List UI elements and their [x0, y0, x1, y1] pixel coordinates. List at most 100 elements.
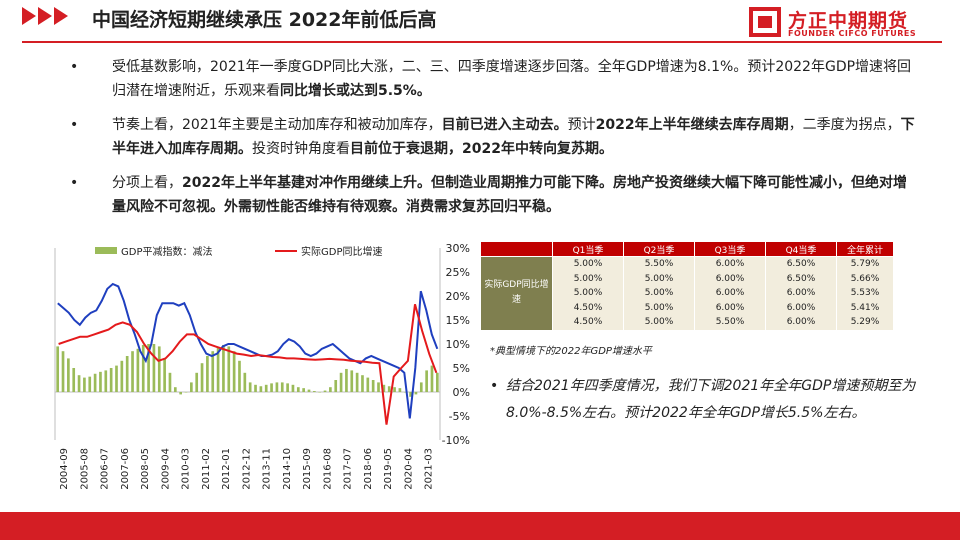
- gdp-scenario-table: Q1当季 Q2当季 Q3当季 Q4当季 全年累计 实际GDP同比增速 5.00% 5.00% 5…: [480, 241, 894, 331]
- x-tick-label: 2009-04: [160, 448, 171, 490]
- bullet-item: • 分项上看，2022年上半年基建对冲作用继续上升。但制造业周期推力可能下降。房地…: [70, 171, 920, 219]
- bar: [211, 351, 215, 392]
- logo-mark-icon: [749, 7, 781, 37]
- table-value: 6.50%: [786, 273, 816, 284]
- table-body-row: 实际GDP同比增速 5.00% 5.00% 5.00% 4.50% 4.50% 5.50% 5…: [480, 256, 894, 331]
- y-tick-label: 0%: [453, 386, 470, 399]
- bar: [270, 383, 273, 392]
- bar: [141, 344, 145, 392]
- table-value: 5.79%: [850, 259, 880, 269]
- bullet-text: ，二季度为拐点，: [788, 117, 901, 133]
- table-value: 6.00%: [786, 317, 816, 327]
- table-value: 6.00%: [715, 259, 745, 269]
- bar: [120, 360, 124, 392]
- x-tick-label: 2014-10: [282, 448, 293, 490]
- bullet-list: • 受低基数影响，2021年一季度GDP同比大涨，二、三、四季度增速逐步回落。全年…: [70, 55, 920, 229]
- bullet-text: 投资时钟角度看: [252, 141, 350, 157]
- bar: [56, 346, 60, 392]
- bar: [216, 347, 220, 392]
- table-value: 5.00%: [644, 317, 674, 327]
- bar: [345, 368, 348, 392]
- table-value: 6.00%: [786, 302, 816, 313]
- bar: [99, 371, 102, 392]
- table-value: 5.00%: [644, 273, 674, 284]
- bar: [334, 380, 338, 392]
- bar: [313, 391, 316, 392]
- bar: [387, 386, 391, 392]
- bar: [254, 384, 257, 392]
- header-divider: [22, 41, 942, 43]
- bar: [323, 390, 327, 392]
- table-value: 5.50%: [644, 259, 674, 269]
- y-tick-label: 5%: [453, 362, 470, 375]
- bullet-text-bold: 目前已进入主动去。: [441, 117, 568, 133]
- bar: [125, 356, 129, 392]
- x-tick-label: 2008-05: [140, 448, 151, 490]
- table-header-cell: Q1当季: [552, 241, 624, 257]
- table-header-cell: Q2当季: [623, 241, 695, 257]
- bullet-text-bold: 目前位于衰退期，2022年中转向复苏期。: [350, 141, 613, 157]
- bullet-text-bold: 2022年上半年基建对冲作用继续上升。但制造业周期推力可能下降。房地产投资继续大…: [112, 175, 907, 215]
- legend-item-actual-gdp: 实际GDP同比增速: [275, 243, 382, 258]
- bar: [329, 387, 332, 392]
- x-tick-label: 2010-03: [181, 448, 192, 490]
- bar: [286, 383, 289, 392]
- table-header-cell: 全年累计: [836, 241, 894, 257]
- bar: [93, 373, 97, 392]
- x-tick-label: 2012-01: [221, 448, 232, 490]
- table-header-cell: [480, 241, 553, 257]
- bar: [104, 370, 108, 392]
- bar: [398, 388, 402, 392]
- bar: [248, 382, 252, 392]
- legend-item-deflator: GDP平减指数：减法: [95, 243, 212, 258]
- bar: [109, 368, 113, 392]
- bar: [232, 351, 236, 392]
- table-value: 5.00%: [644, 302, 674, 313]
- x-tick-label: 2021-03: [424, 448, 435, 490]
- table-column-cell: 6.00% 6.00% 6.00% 6.00% 5.50%: [694, 256, 766, 331]
- bar: [72, 368, 76, 392]
- bar: [350, 370, 354, 392]
- table-note: *典型情境下的2022年GDP增速水平: [490, 346, 652, 357]
- y-tick-label: 25%: [446, 266, 470, 279]
- legend-swatch-bar: [95, 247, 117, 254]
- conclusion-text: • 结合2021年四季度情况，我们下调2021年全年GDP增速预期至为8.0%-…: [490, 373, 916, 427]
- legend-label-actual-gdp: 实际GDP同比增速: [301, 247, 383, 258]
- slide-header: 中国经济短期继续承压 2022年前低后高 方正中期期货 FOUNDER CIFC…: [0, 0, 960, 40]
- bar: [61, 351, 65, 392]
- bar: [264, 384, 268, 392]
- bar: [361, 375, 364, 392]
- x-tick-label: 2019-05: [383, 448, 394, 490]
- table-header-cell: Q4当季: [765, 241, 837, 257]
- table-value: 5.41%: [850, 302, 880, 313]
- bar: [403, 392, 407, 393]
- legend-swatch-line: [275, 249, 297, 252]
- bar: [366, 377, 370, 392]
- table-value: 6.50%: [786, 259, 816, 269]
- table-column-cell: 5.00% 5.00% 5.00% 4.50% 4.50%: [552, 256, 624, 331]
- y-tick-label: -5%: [449, 410, 470, 423]
- bullet-text: 预计: [567, 117, 596, 133]
- bullet-text-bold: 同比增长或达到5.5%。: [280, 83, 431, 99]
- bar: [115, 365, 118, 392]
- series-line-actual-gdp: [58, 303, 438, 425]
- bar: [409, 392, 412, 397]
- logo-english-name: FOUNDER CIFCO FUTURES: [788, 29, 917, 38]
- conclusion-body: 结合2021年四季度情况，我们下调2021年全年GDP增速预期至为8.0%-8.…: [506, 378, 916, 421]
- slide-title: 中国经济短期继续承压 2022年前低后高: [92, 9, 437, 31]
- y-tick-label: -10%: [442, 434, 470, 447]
- table-value: 5.00%: [573, 273, 603, 284]
- bullet-marker: •: [70, 175, 79, 191]
- bar: [200, 363, 204, 392]
- bullet-marker: •: [490, 378, 499, 394]
- x-tick-label: 2020-04: [404, 448, 415, 490]
- x-tick-label: 2017-07: [343, 448, 354, 490]
- table-value: 6.00%: [715, 302, 745, 313]
- x-tick-label: 2018-06: [363, 448, 374, 490]
- table-column-cell: 5.79% 5.66% 5.53% 5.41% 5.29%: [836, 256, 894, 331]
- bar: [173, 387, 177, 392]
- bar: [302, 388, 305, 392]
- bar: [371, 380, 375, 392]
- logo-chinese-name: 方正中期期货: [788, 10, 909, 32]
- bar: [152, 344, 156, 392]
